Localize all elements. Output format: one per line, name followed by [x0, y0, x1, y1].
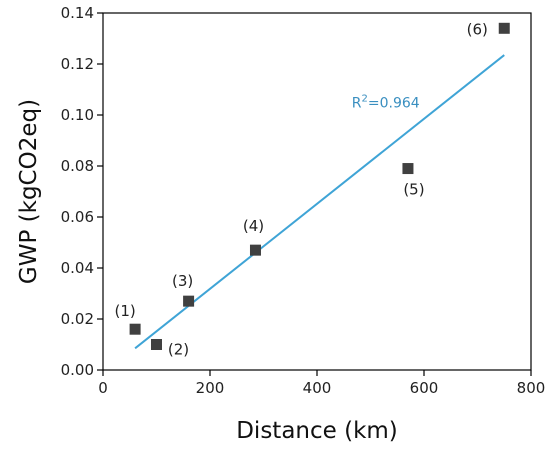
x-tick-label: 600: [410, 379, 439, 397]
x-tick-label: 800: [517, 379, 546, 397]
trendline: [134, 54, 505, 350]
y-tick-label: 0.02: [61, 310, 94, 328]
data-point: [249, 244, 261, 256]
data-point: [183, 295, 195, 307]
x-tick-label: 400: [303, 379, 332, 397]
r-squared-suffix: =0.964: [368, 95, 420, 111]
point-label: (3): [172, 272, 193, 290]
data-points: [129, 22, 510, 350]
point-label: (5): [403, 181, 424, 199]
y-axis-title: GWP (kgCO2eq): [16, 99, 42, 284]
y-tick-label: 0.06: [61, 208, 94, 226]
point-label: (2): [168, 341, 189, 359]
x-tick-label: 0: [98, 379, 108, 397]
data-point: [402, 163, 414, 175]
trendline-group: [134, 54, 505, 350]
x-tick-label: 200: [196, 379, 225, 397]
data-point: [129, 323, 141, 335]
x-axis-title: Distance (km): [236, 418, 398, 444]
ticks: 0 200 400 600 800 0.00 0.02 0.04 0.06 0.08 0.10 0.1…: [61, 4, 546, 397]
point-label: (1): [114, 302, 135, 320]
data-point: [151, 339, 162, 350]
y-tick-label: 0.04: [61, 259, 94, 277]
y-tick-label: 0.08: [61, 157, 94, 175]
y-tick-label: 0.10: [61, 106, 94, 124]
y-tick-label: 0.12: [61, 55, 94, 73]
y-tick-label: 0.14: [61, 4, 94, 22]
y-tick-label: 0.00: [61, 361, 94, 379]
point-label: (4): [243, 217, 264, 235]
axes: [102, 12, 532, 371]
r-squared-prefix: R: [352, 95, 362, 111]
point-labels: (1) (2) (3) (4) (5) (6): [114, 20, 487, 358]
r-squared-superscript: 2: [362, 93, 368, 104]
r-squared-annotation: R2=0.964: [352, 93, 420, 111]
data-point: [498, 22, 510, 34]
point-label: (6): [467, 20, 488, 38]
plot-frame: [102, 12, 532, 371]
